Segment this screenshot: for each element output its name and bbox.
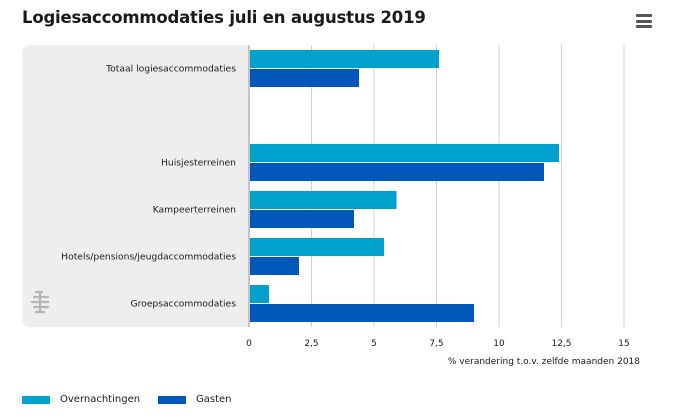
category-label: Totaal logiesaccommodaties — [105, 64, 236, 75]
menu-bar — [636, 25, 652, 28]
bars — [250, 50, 559, 322]
x-tick-label: 15 — [618, 339, 629, 349]
bar-gasten — [250, 210, 354, 228]
legend-label-overnachtingen: Overnachtingen — [60, 394, 141, 405]
x-tick-label: 12,5 — [551, 339, 571, 349]
x-tick-labels: 0 2,5 5 7,5 10 12,5 15 — [246, 339, 630, 349]
bar-overnachtingen — [250, 285, 269, 303]
x-tick-label: 10 — [493, 339, 505, 349]
bar-overnachtingen — [250, 191, 397, 209]
category-label: Hotels/pensions/jeugdaccommodaties — [61, 252, 236, 263]
chart-title: Logiesaccommodaties juli en augustus 201… — [22, 8, 426, 27]
x-tick-label: 2,5 — [304, 339, 318, 349]
category-band-background — [22, 45, 248, 327]
category-label: Groepsaccommodaties — [130, 299, 236, 310]
x-axis-title: % verandering t.o.v. zelfde maanden 2018 — [448, 357, 640, 367]
legend-label-gasten: Gasten — [196, 394, 232, 405]
bar-gasten — [250, 304, 474, 322]
legend-item-gasten[interactable]: Gasten — [158, 394, 232, 405]
x-tick-label: 5 — [371, 339, 377, 349]
bar-overnachtingen — [250, 238, 384, 256]
legend-swatch-overnachtingen — [22, 395, 50, 404]
category-label: Huisjesterreinen — [161, 158, 236, 169]
legend-item-overnachtingen[interactable]: Overnachtingen — [22, 394, 140, 405]
x-tick-label: 0 — [246, 339, 252, 349]
bar-overnachtingen — [250, 50, 439, 68]
x-tick-label: 7,5 — [429, 339, 443, 349]
category-labels: Totaal logiesaccommodaties Huisjesterrein… — [61, 64, 236, 310]
category-label: Kampeerterreinen — [153, 205, 236, 216]
bar-overnachtingen — [250, 144, 559, 162]
cbs-logo-icon — [30, 290, 50, 314]
hamburger-menu-icon[interactable] — [636, 14, 652, 28]
bar-gasten — [250, 69, 359, 87]
bar-gasten — [250, 163, 544, 181]
menu-bar — [636, 14, 652, 17]
menu-bar — [636, 19, 652, 23]
bar-gasten — [250, 257, 299, 275]
legend-swatch-gasten — [158, 395, 186, 404]
category-band-background-cover — [236, 45, 248, 327]
gridlines — [248, 45, 625, 327]
